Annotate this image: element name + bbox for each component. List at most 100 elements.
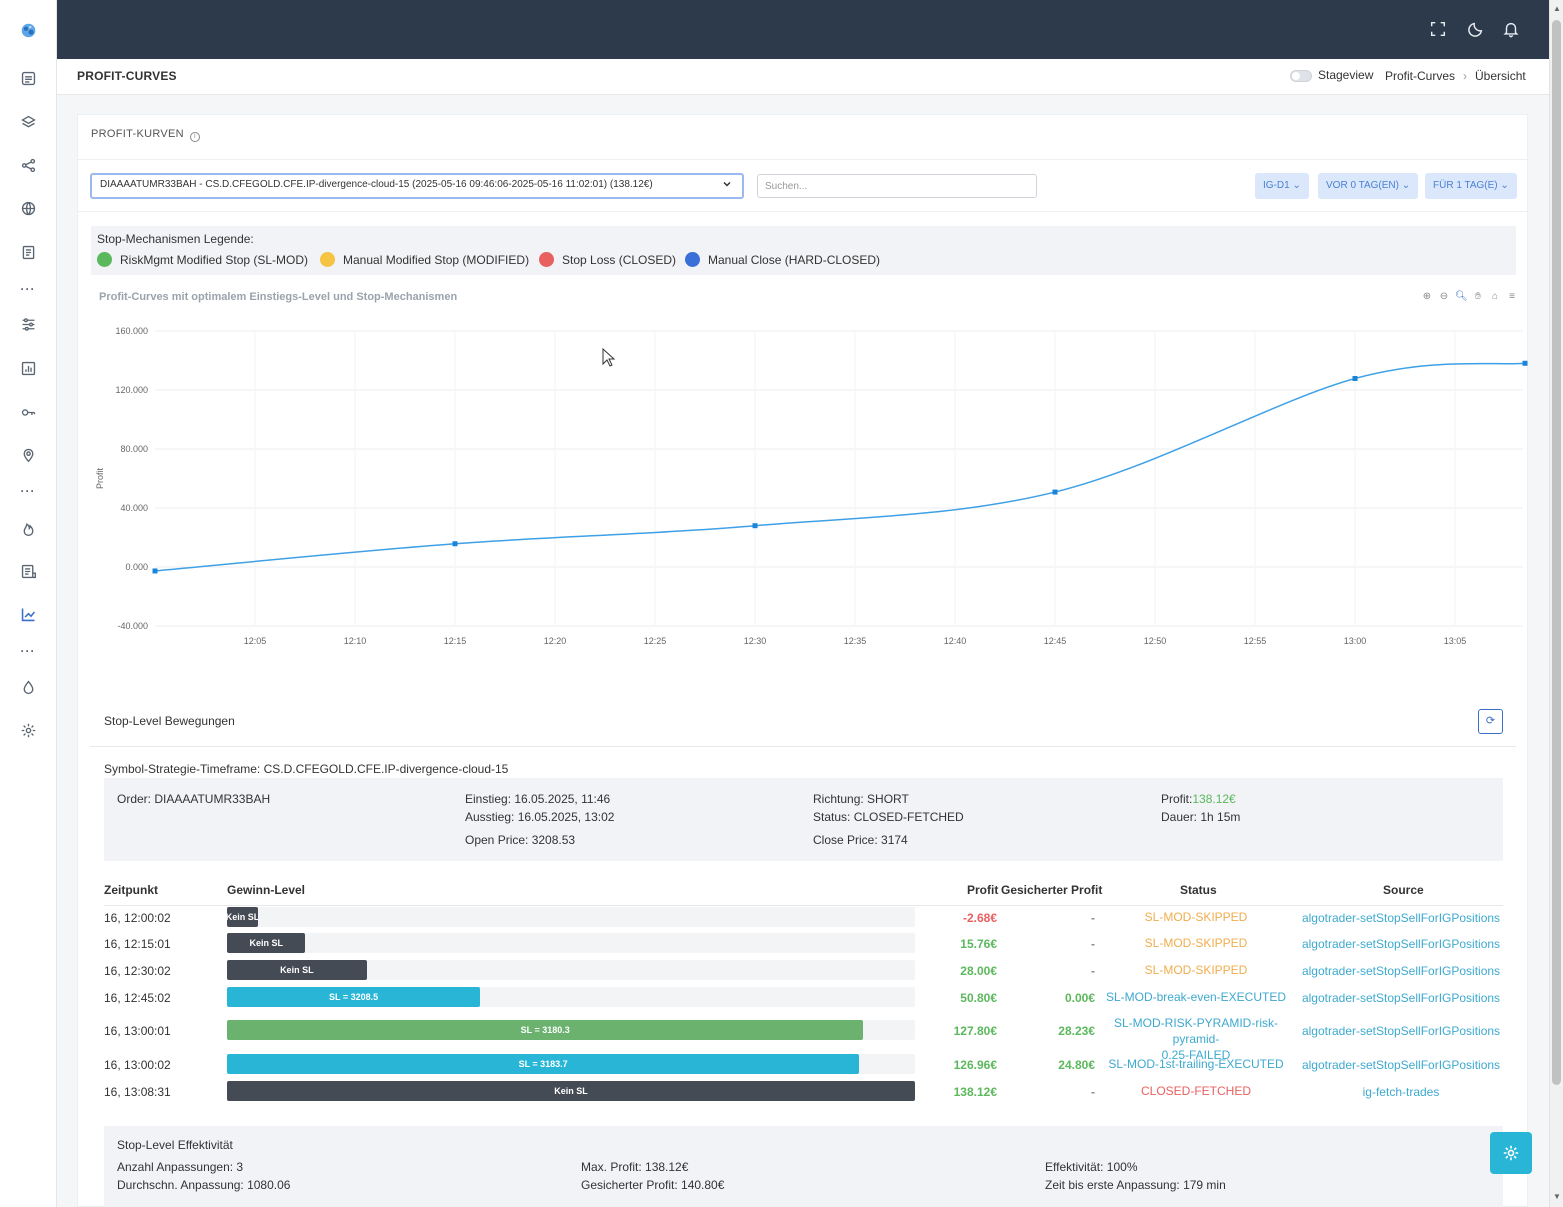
- x-tick-label: 12:40: [944, 636, 967, 646]
- x-tick-label: 12:20: [544, 636, 567, 646]
- inbox-icon[interactable]: [16, 66, 40, 90]
- layers-icon[interactable]: [16, 110, 40, 134]
- profit-label: Profit:: [1161, 792, 1193, 806]
- pan-hand-icon[interactable]: ✋︎: [1475, 291, 1481, 302]
- legend-title: Stop-Mechanismen Legende:: [97, 232, 254, 246]
- scroll-up-arrow[interactable]: ▲: [1553, 4, 1561, 13]
- divider: [104, 905, 1503, 906]
- exit-time: Ausstieg: 16.05.2025, 13:02: [465, 810, 615, 824]
- y-tick-label: 160.000: [115, 326, 148, 336]
- search-input[interactable]: [757, 174, 1037, 198]
- row-profit: 50.80€: [960, 991, 997, 1005]
- settings-button[interactable]: [1490, 1132, 1532, 1174]
- row-source[interactable]: algotrader-setStopSellForIGPositions: [1301, 964, 1501, 978]
- legend-dot: [320, 252, 335, 267]
- legend-label: Manual Modified Stop (MODIFIED): [343, 252, 530, 267]
- column-header-source: Source: [1383, 883, 1424, 897]
- sidebar: ··· ··· ···: [0, 0, 57, 1207]
- row-source[interactable]: ig-fetch-trades: [1362, 1085, 1440, 1099]
- row-secured-profit: 0.00€: [1064, 991, 1095, 1005]
- row-secured-profit: -: [1091, 911, 1095, 925]
- row-source[interactable]: algotrader-setStopSellForIGPositions: [1301, 937, 1501, 951]
- status-line: SL-MOD-RISK-PYRAMID-risk-pyramid-: [1114, 1016, 1278, 1046]
- sliders-icon[interactable]: [16, 312, 40, 336]
- filter-broker-dropdown[interactable]: IG-D1 ⌄: [1255, 173, 1309, 199]
- column-header-secured-profit: Gesicherter Profit: [1001, 883, 1103, 897]
- refresh-icon: ⟳: [1485, 715, 1496, 727]
- legend-item: RiskMgmt Modified Stop (SL-MOD): [97, 252, 308, 267]
- report-chart-icon[interactable]: [16, 356, 40, 380]
- x-tick-label: 12:45: [1044, 636, 1067, 646]
- more-icon[interactable]: ···: [20, 282, 36, 296]
- more-icon[interactable]: ···: [20, 484, 36, 498]
- scrollbar[interactable]: ▲ ▼: [1549, 0, 1563, 1207]
- order-details: Order: DIAAAATUMR33BAH Einstieg: 16.05.2…: [104, 778, 1503, 861]
- close-price: Close Price: 3174: [813, 833, 908, 847]
- max-profit: Max. Profit: 138.12€: [581, 1160, 689, 1174]
- direction: Richtung: SHORT: [813, 792, 909, 806]
- order-select-value: DIAAAATUMR33BAH - CS.D.CFEGOLD.CFE.IP-di…: [100, 179, 653, 190]
- row-status: SL-MOD-SKIPPED: [1144, 910, 1248, 924]
- more-icon[interactable]: ···: [20, 644, 36, 658]
- data-point: [752, 523, 758, 529]
- share-icon[interactable]: [16, 153, 40, 177]
- info-icon[interactable]: i: [189, 132, 200, 142]
- row-source[interactable]: algotrader-setStopSellForIGPositions: [1301, 1024, 1501, 1038]
- legend-label: Stop Loss (CLOSED): [562, 252, 677, 267]
- x-tick-label: 12:05: [244, 636, 267, 646]
- gear-icon[interactable]: [16, 718, 40, 742]
- row-profit: 138.12€: [953, 1085, 997, 1099]
- filter-duration-dropdown[interactable]: FÜR 1 TAG(E) ⌄: [1425, 173, 1517, 199]
- logo-icon[interactable]: [16, 18, 40, 42]
- row-secured-profit: 24.80€: [1058, 1058, 1095, 1072]
- gain-level-bar: SL = 3183.7: [227, 1054, 860, 1074]
- x-tick-label: 12:35: [844, 636, 867, 646]
- selection-zoom-icon[interactable]: 🔍︎: [1455, 291, 1468, 302]
- row-source[interactable]: algotrader-setStopSellForIGPositions: [1301, 991, 1501, 1005]
- row-source[interactable]: algotrader-setStopSellForIGPositions: [1301, 1058, 1501, 1072]
- stop-legend: Stop-Mechanismen Legende: RiskMgmt Modif…: [91, 226, 1516, 275]
- row-time: 16, 13:08:31: [104, 1085, 171, 1099]
- x-tick-label: 12:30: [744, 636, 767, 646]
- globe-icon[interactable]: [16, 196, 40, 220]
- menu-icon[interactable]: ≡: [1509, 291, 1515, 302]
- stageview-label: Stageview: [1318, 68, 1374, 82]
- document-icon[interactable]: [16, 240, 40, 264]
- row-source[interactable]: algotrader-setStopSellForIGPositions: [1301, 911, 1501, 925]
- row-time: 16, 12:15:01: [104, 937, 171, 951]
- row-status: SL-MOD-break-even-EXECUTED: [1105, 990, 1287, 1004]
- bell-icon[interactable]: [1502, 20, 1522, 40]
- home-reset-icon[interactable]: ⌂: [1491, 291, 1499, 302]
- gain-level-bar: Kein SL: [227, 907, 258, 927]
- scroll-down-arrow[interactable]: ▼: [1553, 1192, 1561, 1201]
- y-tick-label: 0.000: [125, 562, 148, 572]
- key-icon[interactable]: [16, 400, 40, 424]
- order-profit: Profit:138.12€: [1161, 792, 1236, 806]
- gain-level-track: Kein SL: [227, 907, 915, 927]
- y-tick-label: -40.000: [117, 621, 148, 631]
- row-secured-profit: -: [1091, 937, 1095, 951]
- flame-icon[interactable]: [16, 516, 40, 540]
- line-chart-icon[interactable]: [16, 602, 40, 626]
- stop-level-section: Stop-Level Bewegungen ⟳ Symbol-Strategie…: [90, 697, 1516, 1207]
- fullscreen-icon[interactable]: [1429, 20, 1449, 40]
- filter-days-ago-dropdown[interactable]: VOR 0 TAG(EN) ⌄: [1318, 173, 1419, 199]
- filter-label: FÜR 1 TAG(E): [1433, 180, 1498, 191]
- refresh-button[interactable]: ⟳: [1478, 709, 1503, 734]
- top-bar: [57, 0, 1549, 59]
- moon-icon[interactable]: [1467, 20, 1487, 40]
- data-point: [1352, 375, 1358, 381]
- zoom-in-icon[interactable]: ⊕: [1422, 291, 1432, 302]
- list-document-icon[interactable]: [16, 559, 40, 583]
- gain-level-track: SL = 3208.5: [227, 987, 915, 1007]
- order-select[interactable]: DIAAAATUMR33BAH - CS.D.CFEGOLD.CFE.IP-di…: [90, 173, 744, 199]
- breadcrumb-item[interactable]: Profit-Curves: [1385, 69, 1456, 83]
- filter-label: VOR 0 TAG(EN): [1326, 180, 1399, 191]
- scroll-thumb[interactable]: [1552, 20, 1561, 1085]
- droplet-icon[interactable]: [16, 675, 40, 699]
- gain-level-track: Kein SL: [227, 960, 915, 980]
- location-pin-icon[interactable]: [16, 442, 40, 466]
- gain-level-bar: Kein SL: [227, 960, 367, 980]
- stageview-toggle[interactable]: [1290, 70, 1312, 82]
- zoom-out-icon[interactable]: ⊖: [1439, 291, 1449, 302]
